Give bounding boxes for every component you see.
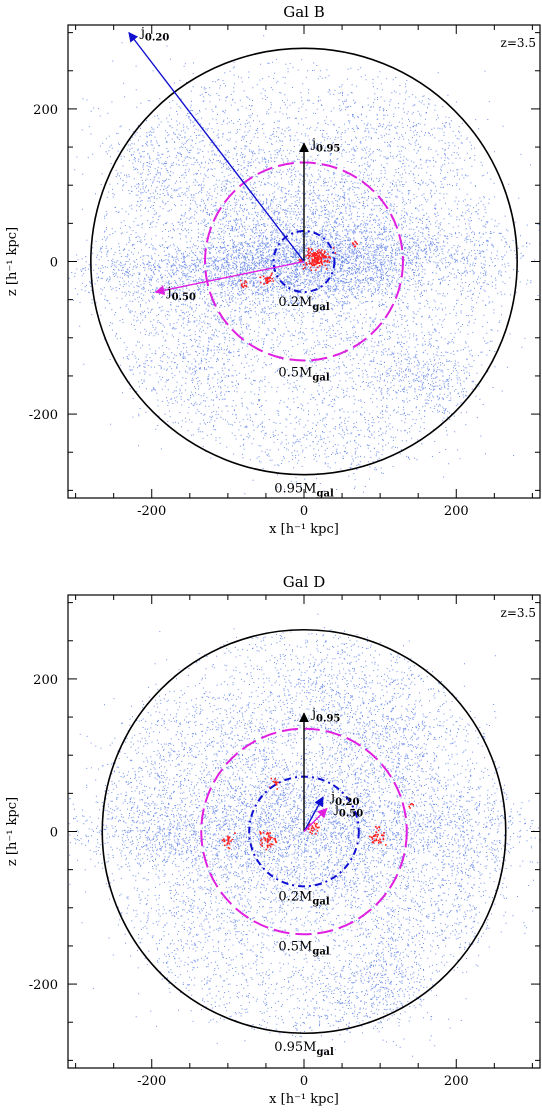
x-tick-label: -200: [137, 504, 166, 519]
x-tick-label: -200: [137, 1074, 166, 1089]
gas-particles: [68, 35, 540, 495]
mass-circle-label-095: 0.95Mgal: [274, 482, 334, 500]
particle-scatter: [68, 35, 540, 495]
mass-circle-label-02: 0.2Mgal: [278, 295, 329, 313]
x-tick-label: 0: [300, 504, 308, 519]
vector-label: j0.50: [333, 802, 363, 820]
y-axis-title: z [h⁻¹ kpc]: [5, 227, 20, 296]
y-tick-label: 200: [33, 103, 58, 118]
angular-momentum-vector: [303, 796, 324, 832]
angular-momentum-vector: [303, 807, 328, 832]
panel-title: Gal B: [283, 3, 325, 21]
mass-circle-label-05: 0.5Mgal: [278, 365, 329, 383]
redshift-label: z=3.5: [501, 606, 536, 620]
mass-circle-095: [101, 628, 507, 1035]
mass-circle-095: [90, 47, 518, 476]
angular-momentum-vector: [128, 31, 305, 262]
x-tick-label: 0: [300, 1074, 308, 1089]
mass-circle-label-05: 0.5Mgal: [278, 939, 329, 957]
mass-circle-02: [272, 230, 336, 293]
y-axis-title: z [h⁻¹ kpc]: [5, 797, 20, 866]
y-tick-label: 0: [50, 256, 58, 271]
mass-circle-label-02: 0.2Mgal: [278, 889, 329, 907]
panel-gal-b: 0.95Mgal 0.5Mgal 0.2Mgal j0.95 j0.20 j0.50 -20…: [5, 3, 541, 537]
vector-label: j0.95: [310, 136, 340, 154]
mass-circle-05: [200, 727, 408, 936]
x-axis-title: x [h⁻¹ kpc]: [269, 522, 339, 537]
particle-scatter: [68, 613, 540, 1057]
y-tick-label: -200: [29, 978, 58, 993]
vector-label: j0.20: [139, 26, 169, 44]
x-tick-label: 200: [444, 504, 469, 519]
mass-circle-label-095: 0.95Mgal: [274, 1040, 334, 1058]
y-tick-label: 200: [33, 673, 58, 688]
y-tick-label: 0: [50, 826, 58, 841]
x-axis-title: x [h⁻¹ kpc]: [269, 1092, 339, 1107]
vector-label: j0.20: [329, 790, 359, 808]
vector-label: j0.95: [310, 706, 340, 724]
x-tick-label: 200: [444, 1074, 469, 1089]
redshift-label: z=3.5: [501, 36, 536, 50]
angular-momentum-vector: [154, 260, 305, 296]
y-tick-label: -200: [29, 408, 58, 423]
panel-title: Gal D: [283, 573, 326, 591]
vector-label: j0.50: [166, 285, 196, 303]
